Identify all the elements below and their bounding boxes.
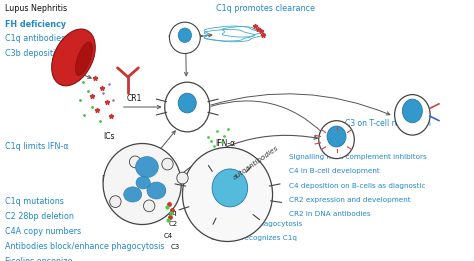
Text: autoantibodies: autoantibodies bbox=[232, 144, 280, 180]
Ellipse shape bbox=[170, 22, 200, 54]
Text: T cell: T cell bbox=[402, 107, 423, 116]
Ellipse shape bbox=[319, 121, 354, 159]
Ellipse shape bbox=[212, 169, 247, 207]
Text: C1q limits IFN-α: C1q limits IFN-α bbox=[5, 142, 68, 151]
Ellipse shape bbox=[178, 28, 191, 43]
Text: Lupus Nephritis: Lupus Nephritis bbox=[5, 4, 67, 13]
Ellipse shape bbox=[178, 93, 196, 113]
Ellipse shape bbox=[136, 157, 158, 177]
Text: C2: C2 bbox=[168, 221, 177, 227]
Ellipse shape bbox=[129, 156, 141, 168]
Ellipse shape bbox=[162, 158, 173, 170]
Ellipse shape bbox=[394, 94, 430, 135]
Text: C1q: C1q bbox=[164, 210, 177, 216]
Text: SCARF1 recognizes C1q: SCARF1 recognizes C1q bbox=[211, 235, 297, 241]
Text: CR1: CR1 bbox=[127, 94, 142, 103]
Text: C1q antibodies: C1q antibodies bbox=[5, 34, 65, 43]
Text: NETs: NETs bbox=[170, 34, 188, 43]
Text: B cell: B cell bbox=[329, 134, 351, 143]
Text: CR2 in DNA antibodies: CR2 in DNA antibodies bbox=[289, 211, 371, 217]
Text: Ficolins opsonize: Ficolins opsonize bbox=[5, 257, 72, 261]
Text: pDC: pDC bbox=[179, 107, 195, 116]
Ellipse shape bbox=[144, 200, 155, 212]
Ellipse shape bbox=[109, 196, 121, 207]
Text: Antibodies block/enhance phagocytosis: Antibodies block/enhance phagocytosis bbox=[5, 242, 164, 251]
Text: C4 deposition on B-cells as diagnostic: C4 deposition on B-cells as diagnostic bbox=[289, 183, 426, 189]
Text: ICs: ICs bbox=[103, 132, 115, 141]
Ellipse shape bbox=[52, 29, 95, 86]
Text: Signalling from complement inhibitors: Signalling from complement inhibitors bbox=[289, 154, 427, 160]
Ellipse shape bbox=[165, 82, 210, 132]
Text: C4A copy numbers: C4A copy numbers bbox=[5, 227, 81, 236]
Ellipse shape bbox=[75, 42, 92, 75]
Text: C3 on T-cell regulation: C3 on T-cell regulation bbox=[345, 119, 431, 128]
Text: IFN-α: IFN-α bbox=[216, 139, 236, 148]
Ellipse shape bbox=[182, 147, 273, 241]
Text: C2 28bp deletion: C2 28bp deletion bbox=[5, 212, 73, 221]
Text: CR2 expression and development: CR2 expression and development bbox=[289, 197, 411, 203]
Ellipse shape bbox=[103, 144, 181, 224]
Text: CR3 R77H - phagocytosis: CR3 R77H - phagocytosis bbox=[211, 221, 302, 227]
Ellipse shape bbox=[402, 99, 422, 123]
Text: Phagocyte: Phagocyte bbox=[211, 194, 253, 203]
Text: C4: C4 bbox=[164, 233, 173, 239]
Text: C3: C3 bbox=[171, 244, 180, 250]
Text: C1q promotes clearance: C1q promotes clearance bbox=[216, 4, 315, 13]
Ellipse shape bbox=[136, 176, 150, 189]
Ellipse shape bbox=[147, 182, 166, 199]
Ellipse shape bbox=[327, 126, 346, 147]
Text: Dying cell: Dying cell bbox=[102, 175, 142, 184]
Text: FH deficiency: FH deficiency bbox=[5, 20, 66, 28]
Text: C1q mutations: C1q mutations bbox=[5, 197, 64, 206]
Text: C4 in B-cell development: C4 in B-cell development bbox=[289, 168, 380, 174]
Ellipse shape bbox=[124, 187, 142, 202]
Ellipse shape bbox=[177, 172, 188, 184]
Text: C3b deposition: C3b deposition bbox=[5, 49, 65, 58]
